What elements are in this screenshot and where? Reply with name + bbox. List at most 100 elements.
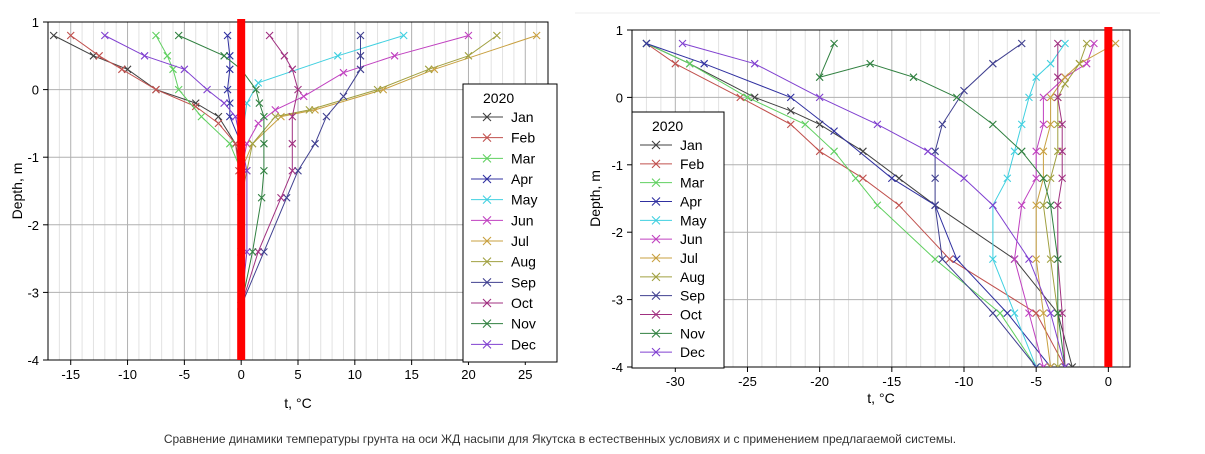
data-point-jul (1061, 73, 1069, 82)
x-axis-label: t, °C (867, 390, 894, 406)
x-tick-label: -5 (179, 367, 191, 382)
data-point-sep (931, 147, 940, 156)
series-line-dec (682, 43, 1066, 367)
data-point-nov (866, 59, 875, 68)
y-tick-label: -2 (27, 218, 39, 233)
data-point-sep (282, 193, 291, 202)
data-point-dec (750, 59, 759, 68)
legend-marker-may (482, 195, 492, 205)
y-tick-label: -1 (27, 150, 39, 165)
data-point-apr (223, 31, 232, 40)
data-point-jun (464, 31, 473, 40)
data-point-aug (305, 105, 314, 114)
legend-marker-jan (651, 140, 661, 150)
data-point-jul (277, 112, 285, 121)
data-point-sep (931, 174, 940, 183)
legend-box (631, 111, 725, 369)
data-point-oct (265, 31, 274, 40)
data-point-nov (257, 193, 266, 202)
data-point-may (988, 255, 997, 264)
data-point-jun (1017, 201, 1026, 210)
data-point-aug (1061, 80, 1069, 88)
data-point-mar (152, 31, 160, 40)
data-point-aug (1053, 363, 1062, 367)
data-point-may (1025, 93, 1033, 102)
legend-marker-feb (482, 133, 492, 143)
data-point-oct (294, 85, 302, 94)
data-point-dec (100, 31, 109, 40)
data-point-jun (271, 105, 280, 114)
series-line-sep (240, 35, 361, 307)
x-tick-label: 5 (294, 367, 301, 382)
data-point-nov (952, 93, 961, 102)
legend-label-may: May (680, 212, 706, 228)
legend-label-apr: Apr (680, 194, 702, 210)
data-point-mar (197, 112, 206, 121)
x-tick-label: -20 (810, 374, 829, 389)
data-point-feb (895, 201, 903, 210)
data-point-sep (260, 247, 268, 256)
data-point-dec (140, 51, 149, 60)
legend-marker-jan (482, 112, 492, 122)
data-point-nov (830, 39, 838, 48)
data-point-feb (214, 119, 223, 128)
data-point-apr (642, 39, 651, 48)
legend-label-mar: Mar (680, 175, 704, 191)
data-point-sep (294, 166, 302, 175)
legend-label-feb: Feb (680, 156, 704, 172)
y-tick-label: 0 (616, 90, 623, 105)
data-point-oct (1058, 147, 1067, 156)
data-point-dec (960, 174, 968, 183)
data-point-aug (373, 85, 382, 94)
legend-marker-jun (482, 215, 492, 225)
data-point-jun (254, 119, 263, 128)
data-point-sep (988, 59, 997, 68)
y-tick-label: -1 (611, 158, 623, 173)
data-point-feb (815, 147, 824, 156)
x-tick-label: 0 (1105, 374, 1112, 389)
legend-marker-oct (651, 310, 661, 319)
data-point-jul (532, 31, 541, 40)
legend-marker-apr (651, 197, 661, 206)
data-point-feb (95, 51, 104, 60)
data-point-jun (1039, 120, 1048, 129)
data-point-apr (225, 112, 234, 121)
data-point-jul (1111, 39, 1120, 48)
legend-marker-jun (651, 234, 661, 244)
data-point-apr (225, 65, 234, 74)
data-point-mar (163, 51, 172, 60)
data-point-feb (859, 174, 867, 183)
series-line-dec (104, 35, 248, 306)
data-point-feb (671, 59, 680, 68)
data-point-jul (1039, 147, 1048, 156)
data-point-feb (786, 120, 795, 129)
data-point-sep (356, 65, 365, 74)
legend-title: 2020 (483, 90, 514, 106)
data-point-jan (1068, 363, 1077, 367)
x-axis-label: t, °C (284, 395, 311, 411)
data-point-apr (830, 127, 838, 135)
legend-marker-sep (651, 291, 661, 301)
legend-label-jun: Jun (511, 212, 534, 228)
data-point-nov (255, 99, 264, 108)
legend-label-feb: Feb (511, 130, 535, 146)
data-point-oct (288, 166, 297, 175)
figure-caption: Сравнение динамики температуры грунта на… (163, 432, 957, 446)
legend-label-oct: Oct (680, 307, 702, 323)
x-tick-label: 0 (238, 367, 245, 382)
series-line-mar (155, 35, 242, 306)
x-tick-label: -10 (955, 374, 974, 389)
x-tick-label: 25 (518, 367, 532, 382)
data-point-oct (280, 51, 289, 60)
data-point-nov (260, 139, 268, 148)
data-point-dec (180, 65, 189, 74)
y-tick-label: -4 (27, 353, 39, 368)
data-point-oct (288, 112, 297, 121)
data-point-mar (743, 93, 752, 102)
legend-marker-oct (482, 298, 492, 308)
data-point-oct (288, 65, 297, 74)
y-tick-label: 1 (616, 23, 623, 38)
data-point-dec (1061, 363, 1069, 367)
data-point-jul (1039, 309, 1048, 317)
data-point-mar (830, 147, 838, 156)
